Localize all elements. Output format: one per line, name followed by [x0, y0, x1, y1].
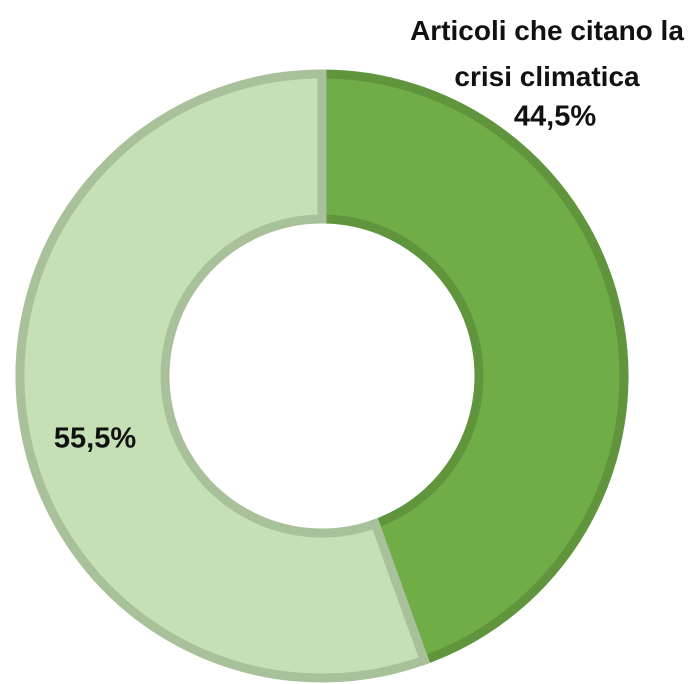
donut-slice: [15, 69, 431, 683]
value-label: 55,5%: [54, 423, 136, 455]
value-label: 44,5%: [514, 101, 596, 133]
donut-slice: [317, 69, 629, 666]
category-label: Articoli che citano la crisi climatica: [410, 15, 684, 92]
